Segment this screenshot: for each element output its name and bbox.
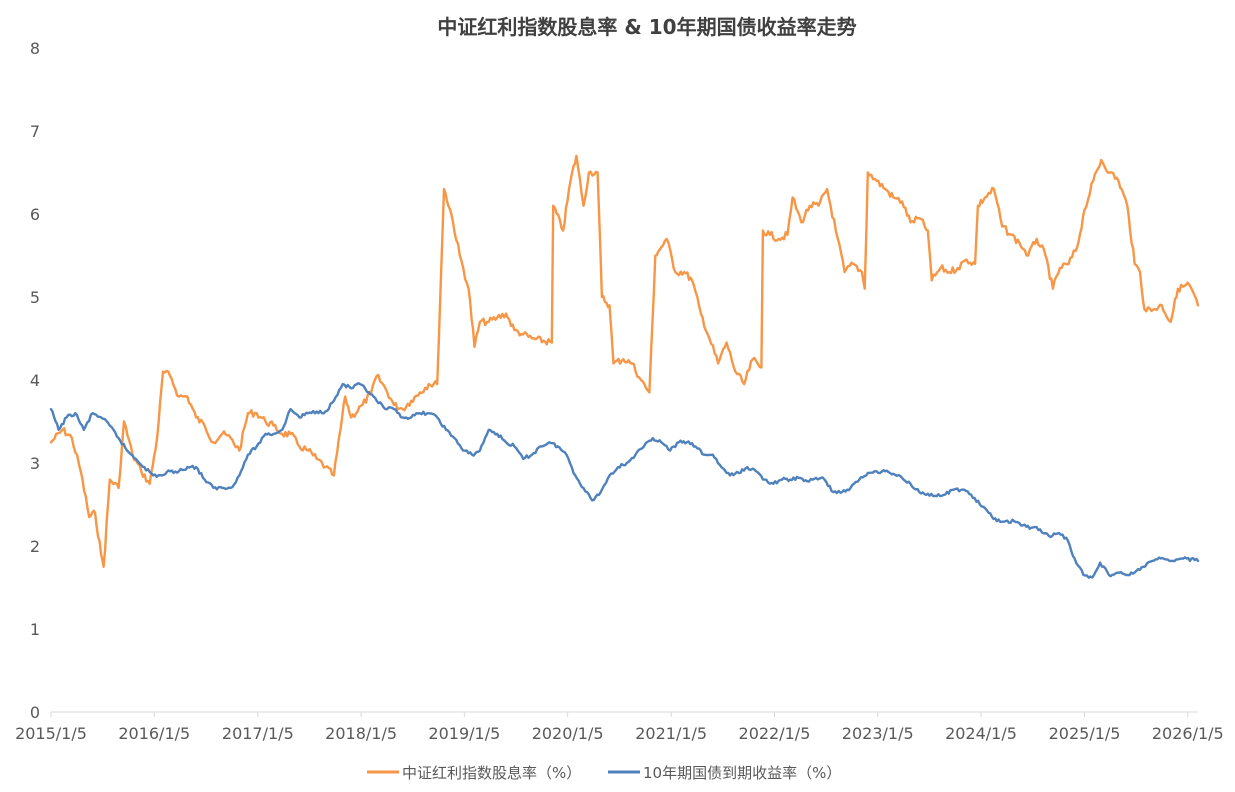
x-tick-label: 2022/1/5	[739, 724, 811, 743]
y-axis: 0 1 2 3 4 5 6 7 8	[30, 39, 40, 722]
series-line-0	[49, 154, 1200, 568]
chart-title: 中证红利指数股息率 & 10年期国债收益率走势	[437, 15, 856, 39]
x-tick-label: 2024/1/5	[945, 724, 1017, 743]
x-tick-label: 2017/1/5	[222, 724, 294, 743]
x-tick-label: 2015/1/5	[15, 724, 87, 743]
x-axis: 2015/1/5 2016/1/5 2017/1/5 2018/1/5 2019/1/5…	[15, 711, 1224, 743]
y-tick-label: 6	[30, 205, 40, 224]
x-tick-label: 2019/1/5	[428, 724, 500, 743]
x-tick-label: 2026/1/5	[1152, 724, 1224, 743]
legend: 中证红利指数股息率（%） 10年期国债到期收益率（%）	[367, 764, 841, 782]
y-tick-label: 3	[30, 454, 40, 473]
y-tick-label: 7	[30, 122, 40, 141]
y-tick-label: 5	[30, 288, 40, 307]
y-tick-label: 0	[30, 703, 40, 722]
legend-label-1: 10年期国债到期收益率（%）	[643, 764, 841, 782]
series-line-1	[49, 382, 1200, 579]
x-tick-label: 2018/1/5	[325, 724, 397, 743]
y-tick-label: 4	[30, 371, 40, 390]
x-tick-label: 2016/1/5	[118, 724, 190, 743]
y-tick-label: 2	[30, 537, 40, 556]
series-layer	[49, 154, 1200, 579]
legend-label-0: 中证红利指数股息率（%）	[402, 764, 581, 782]
x-tick-label: 2025/1/5	[1049, 724, 1121, 743]
x-tick-label: 2023/1/5	[842, 724, 914, 743]
y-tick-label: 8	[30, 39, 40, 58]
x-tick-label: 2021/1/5	[635, 724, 707, 743]
y-tick-label: 1	[30, 620, 40, 639]
x-tick-label: 2020/1/5	[532, 724, 604, 743]
